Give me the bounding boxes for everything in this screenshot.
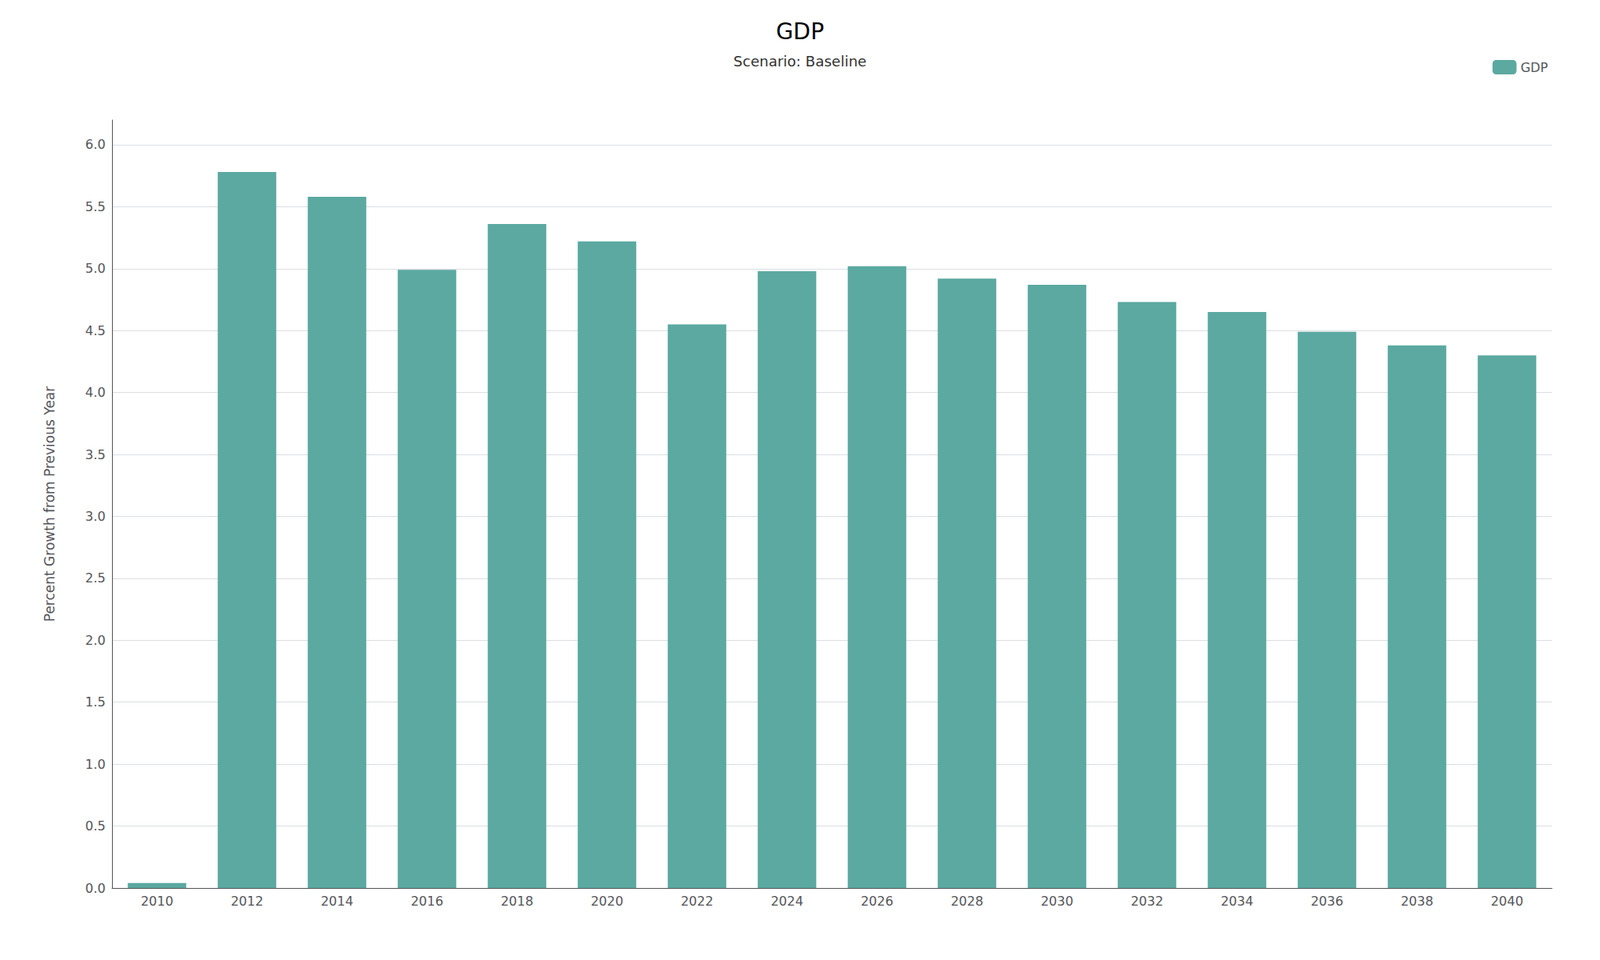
svg-text:2026: 2026 <box>860 893 894 909</box>
svg-text:1.0: 1.0 <box>85 756 106 772</box>
svg-text:2034: 2034 <box>1220 893 1254 909</box>
svg-text:2030: 2030 <box>1040 893 1074 909</box>
svg-text:2032: 2032 <box>1130 893 1164 909</box>
svg-text:Percent Growth from Previous Y: Percent Growth from Previous Year <box>41 386 58 623</box>
svg-text:6.0: 6.0 <box>85 136 106 152</box>
svg-text:2028: 2028 <box>950 893 984 909</box>
svg-text:0.0: 0.0 <box>85 880 106 896</box>
svg-text:2012: 2012 <box>230 893 264 909</box>
svg-text:2014: 2014 <box>320 893 354 909</box>
svg-text:2036: 2036 <box>1310 893 1344 909</box>
svg-text:2016: 2016 <box>410 893 444 909</box>
svg-text:2010: 2010 <box>140 893 174 909</box>
svg-text:4.0: 4.0 <box>85 384 106 400</box>
svg-text:2022: 2022 <box>680 893 714 909</box>
svg-text:2024: 2024 <box>770 893 804 909</box>
svg-text:Scenario: Baseline: Scenario: Baseline <box>733 52 867 70</box>
svg-text:3.5: 3.5 <box>85 447 106 463</box>
svg-text:1.5: 1.5 <box>85 694 106 710</box>
svg-text:3.0: 3.0 <box>85 508 106 524</box>
svg-text:5.5: 5.5 <box>85 199 106 215</box>
svg-text:0.5: 0.5 <box>85 818 106 834</box>
svg-text:2018: 2018 <box>500 893 534 909</box>
svg-text:2040: 2040 <box>1490 893 1524 909</box>
svg-text:2.0: 2.0 <box>85 632 106 648</box>
svg-text:GDP: GDP <box>1520 60 1549 76</box>
svg-text:GDP: GDP <box>776 18 824 45</box>
svg-text:2020: 2020 <box>590 893 624 909</box>
svg-text:4.5: 4.5 <box>85 323 106 339</box>
svg-text:2038: 2038 <box>1400 893 1434 909</box>
svg-text:5.0: 5.0 <box>85 260 106 276</box>
svg-text:2.5: 2.5 <box>85 570 106 586</box>
